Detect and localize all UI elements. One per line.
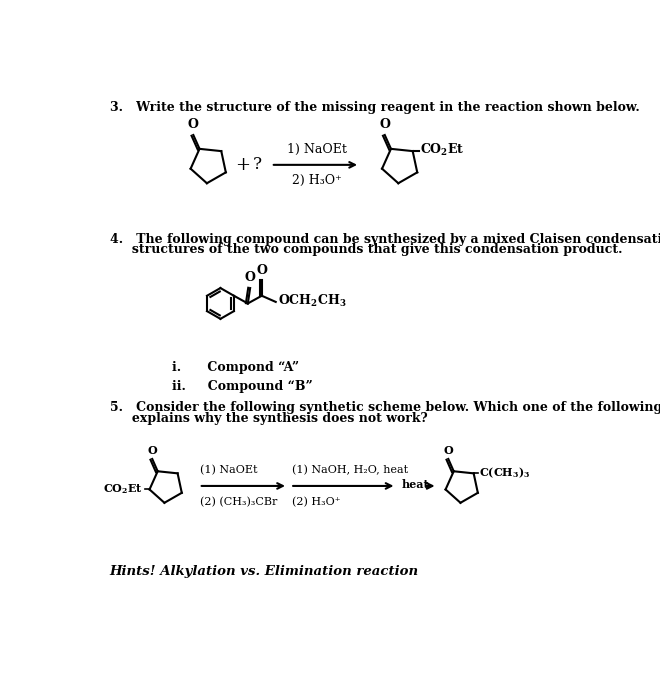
Text: heat: heat — [402, 479, 430, 490]
Text: $\mathregular{C(CH_3)_3}$: $\mathregular{C(CH_3)_3}$ — [479, 466, 531, 480]
Text: O: O — [188, 118, 199, 131]
Text: structures of the two compounds that give this condensation product.: structures of the two compounds that giv… — [110, 244, 622, 256]
Text: (2) (CH₃)₃CBr: (2) (CH₃)₃CBr — [200, 497, 278, 507]
Text: $\mathregular{OCH_2CH_3}$: $\mathregular{OCH_2CH_3}$ — [278, 293, 347, 309]
Text: 2) H₃O⁺: 2) H₃O⁺ — [292, 174, 341, 187]
Text: O: O — [444, 445, 453, 456]
Text: (1) NaOH, H₂O, heat: (1) NaOH, H₂O, heat — [292, 465, 408, 475]
Text: (2) H₃O⁺: (2) H₃O⁺ — [292, 497, 341, 507]
Text: 3.   Write the structure of the missing reagent in the reaction shown below.: 3. Write the structure of the missing re… — [110, 101, 640, 114]
Text: (1) NaOEt: (1) NaOEt — [200, 465, 258, 475]
Text: explains why the synthesis does not work?: explains why the synthesis does not work… — [110, 412, 427, 425]
Text: O: O — [379, 118, 390, 131]
Text: $\mathregular{CO_2Et}$: $\mathregular{CO_2Et}$ — [420, 142, 465, 158]
Text: +: + — [236, 156, 250, 174]
Text: Hints! Alkylation vs. Elimination reaction: Hints! Alkylation vs. Elimination reacti… — [110, 566, 418, 578]
Text: ii.     Compound “B”: ii. Compound “B” — [172, 381, 312, 393]
Text: ?: ? — [253, 156, 262, 174]
Text: O: O — [245, 271, 255, 284]
Text: $\mathregular{CO_2Et}$: $\mathregular{CO_2Et}$ — [104, 482, 143, 496]
Text: 4.   The following compound can be synthesized by a mixed Claisen condensation. : 4. The following compound can be synthes… — [110, 232, 660, 246]
Text: O: O — [147, 445, 157, 456]
Text: 5.   Consider the following synthetic scheme below. Which one of the following b: 5. Consider the following synthetic sche… — [110, 401, 660, 414]
Text: i.      Compond “A”: i. Compond “A” — [172, 361, 299, 374]
Text: 1) NaOEt: 1) NaOEt — [286, 143, 346, 155]
Text: O: O — [256, 263, 267, 276]
